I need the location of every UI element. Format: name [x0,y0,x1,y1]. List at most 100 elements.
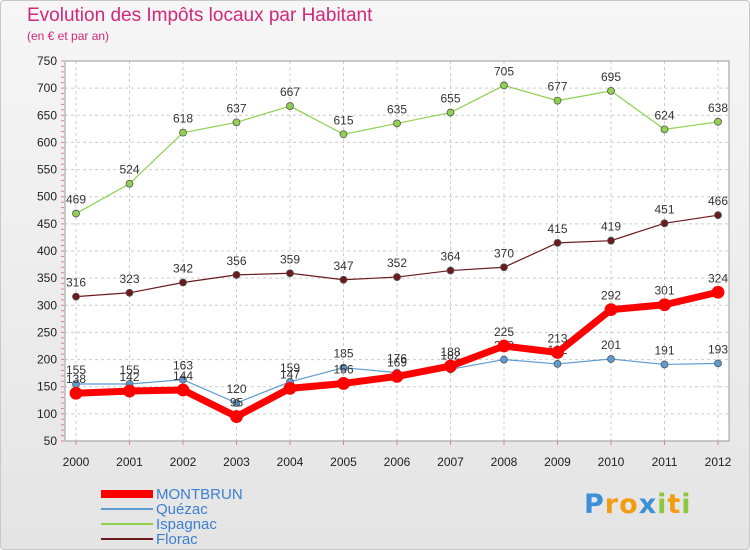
data-point [123,384,136,398]
data-point [714,359,722,368]
brand-letter: o [619,489,639,520]
brand-letter: i [681,489,692,520]
data-point [69,386,83,400]
x-tick-label: 2000 [63,455,90,469]
plot-border [64,60,730,442]
data-point [551,346,564,359]
y-tick-label: 550 [37,163,57,177]
data-label: 352 [387,256,407,270]
data-point [179,128,187,137]
data-label: 638 [708,101,728,115]
data-label: 155 [119,363,139,377]
data-label: 316 [66,276,86,290]
data-point [393,273,401,281]
data-point [393,119,401,128]
legend-item-montbrun: MONTBRUN [101,486,243,502]
data-label: 356 [226,254,246,268]
data-label: 364 [440,250,460,264]
y-tick-label: 250 [37,325,57,339]
legend-item-florac: Florac [101,531,198,547]
data-point [607,86,615,95]
y-tick-label: 750 [37,54,57,68]
x-tick-label: 2004 [277,455,304,469]
data-label: 370 [494,246,514,260]
data-point [232,118,241,127]
data-label: 142 [119,370,139,384]
data-label: 524 [119,163,139,177]
data-point [553,238,562,247]
chart-subtitle: (en € et par an) [27,29,110,43]
data-label: 451 [654,202,674,216]
x-tick-label: 2002 [170,455,197,469]
data-point [553,96,562,105]
data-point [714,211,722,220]
data-label: 419 [601,220,621,234]
data-label: 324 [708,271,728,285]
data-label: 193 [708,342,728,356]
legend-item-quezac: Quézac [101,501,208,517]
data-label: 147 [280,367,300,381]
data-label: 159 [280,361,300,375]
data-point [286,269,294,278]
y-tick-label: 400 [37,244,57,258]
legend-swatch [101,508,153,510]
data-point [553,360,562,368]
data-point [283,381,297,395]
data-point [339,275,348,284]
data-point [714,117,722,126]
data-point [497,339,511,353]
data-label: 705 [494,64,514,78]
legend-swatch [101,538,153,540]
y-tick-label: 650 [37,108,57,122]
data-point [339,130,348,139]
data-label: 677 [547,80,567,94]
data-label: 359 [280,252,300,266]
y-tick-label: 200 [37,353,57,367]
data-point [176,383,190,397]
data-point [607,236,615,245]
data-point [446,108,455,117]
data-label: 347 [333,259,353,273]
series-montbrun: 138 142 144 95 147 156 169 188 225 213 292 301 324 [66,271,728,423]
data-label: 176 [387,352,407,366]
data-label: 342 [173,261,193,275]
data-point [604,303,618,317]
data-point [339,363,348,372]
data-label: 624 [654,108,674,122]
data-point [230,410,243,423]
y-tick-label: 600 [37,135,57,149]
x-tick-label: 2005 [330,455,357,469]
data-label: 182 [440,348,460,362]
data-label: 618 [173,112,193,126]
data-label: 415 [547,222,567,236]
x-tick-label: 2010 [598,455,625,469]
data-label: 120 [226,382,246,396]
data-label: 138 [66,372,86,386]
y-tick-label: 50 [44,434,58,448]
data-point [232,270,241,279]
data-point [72,292,80,301]
y-tick-label: 700 [37,81,57,95]
data-point [607,355,615,363]
data-label: 655 [440,92,460,106]
brand-letter: i [657,489,668,520]
legend-label: Quézac [156,500,208,518]
data-point [337,377,350,390]
y-tick-label: 450 [37,217,57,231]
y-tick-label: 150 [37,380,57,394]
y-tick-label: 100 [37,407,57,421]
x-tick-label: 2008 [491,455,518,469]
data-point [660,360,669,369]
brand-letter: P [584,489,605,520]
y-tick-label: 300 [37,298,57,312]
data-label: 637 [226,101,246,115]
data-label: 155 [66,363,86,377]
x-tick-label: 2007 [437,455,464,469]
data-point [660,125,669,134]
brand-letter: t [667,489,682,520]
legend-label: MONTBRUN [156,485,243,503]
x-tick-label: 2012 [705,455,732,469]
data-label: 635 [387,102,407,116]
